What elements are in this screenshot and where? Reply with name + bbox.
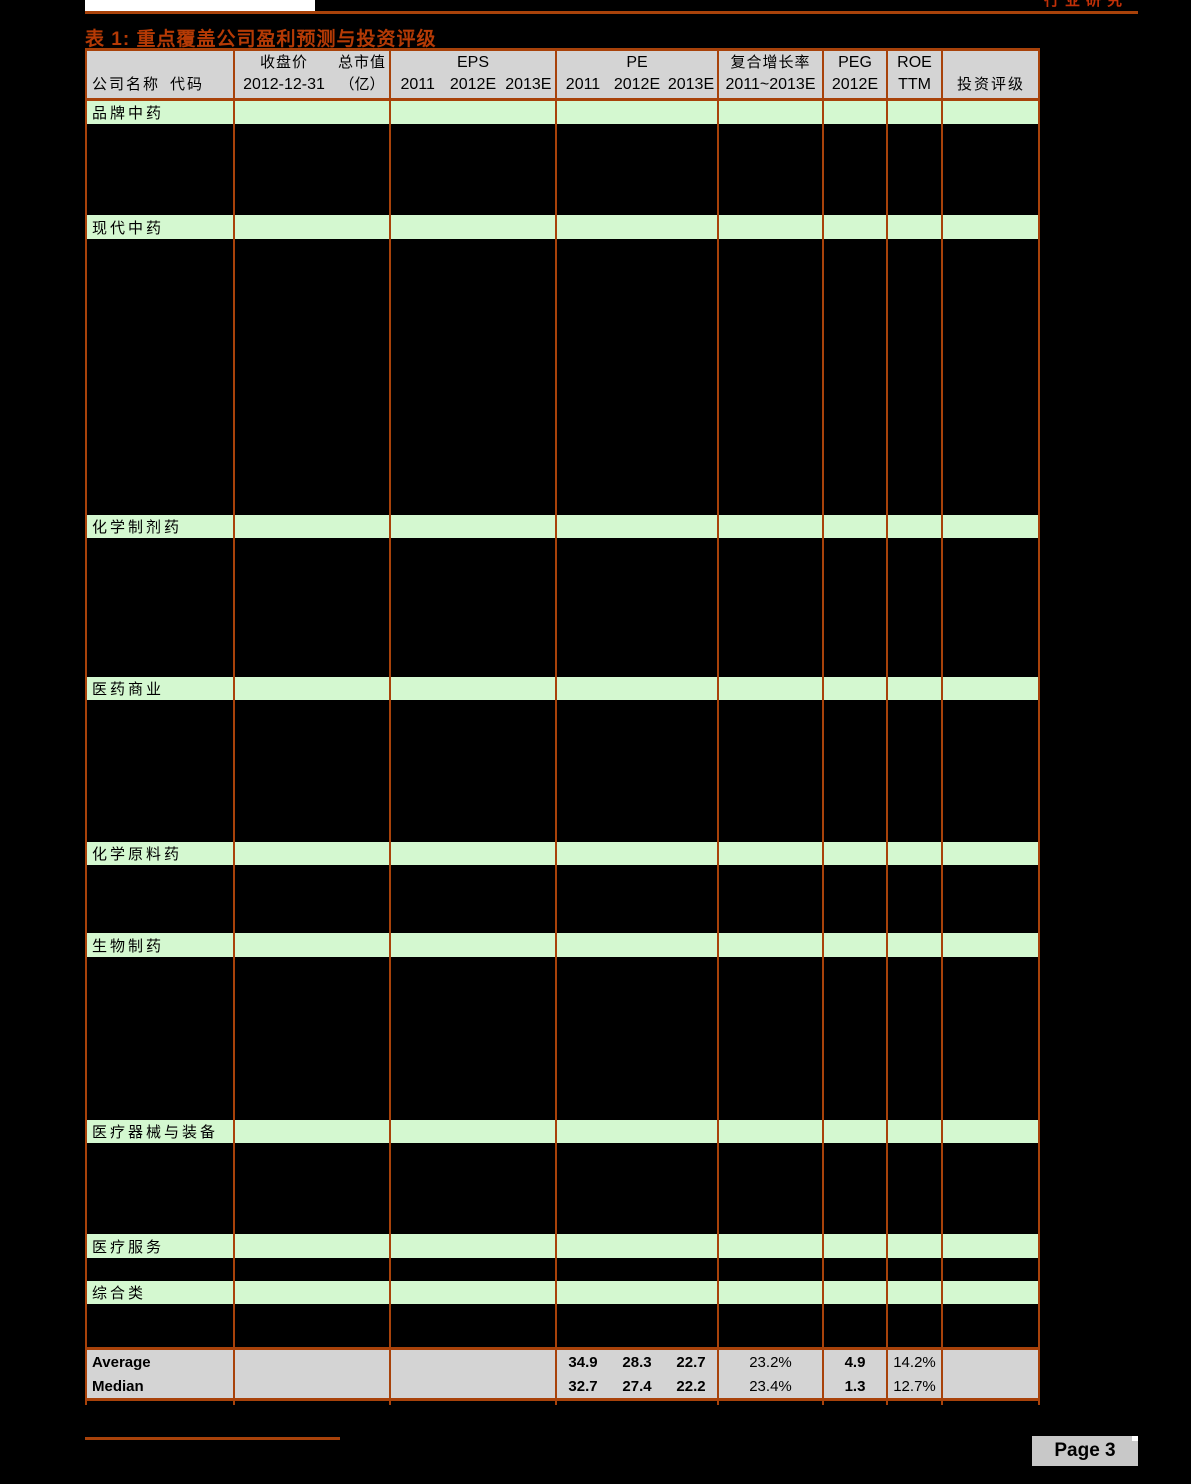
cagr-header: 复合增长率 [730, 54, 811, 71]
header-divider-rule [85, 11, 1138, 14]
section-row-medical-services: 医疗服务 [85, 1234, 1040, 1258]
column-divider [555, 51, 557, 1405]
section-row-biopharma: 生物制药 [85, 933, 1040, 957]
eps-2013e-header: 2013E [505, 76, 552, 93]
section-label: 医疗服务 [92, 1237, 165, 1256]
column-divider [717, 51, 719, 1405]
column-divider [85, 51, 87, 1405]
summary-row-median-background [85, 1374, 1040, 1398]
table-title: 表 1: 重点覆盖公司盈利预测与投资评级 [85, 29, 437, 50]
header-cell-cagr: 复合增长率 2011~2013E [718, 51, 823, 98]
header-cell-roe: ROE TTM [887, 51, 942, 98]
column-divider [233, 51, 235, 1405]
med-peg: 1.3 [844, 1377, 866, 1395]
section-row-modern-tcm: 现代中药 [85, 215, 1040, 239]
table-bottom-border [85, 1398, 1040, 1401]
header-cell-rating: 投资评级 [942, 51, 1040, 98]
page-number-box: Page 3 [1032, 1436, 1138, 1466]
header-cell-peg: PEG 2012E [823, 51, 887, 98]
rating-header: 投资评级 [956, 76, 1025, 93]
section-row-chemical-preparations: 化学制剂药 [85, 515, 1040, 538]
peg-header: PEG [838, 54, 872, 71]
avg-pe-2013e: 22.7 [676, 1353, 706, 1371]
avg-roe: 14.2% [893, 1353, 936, 1371]
summary-row-median: Median 32.7 27.4 22.2 23.4% 1.3 12.7% [85, 1374, 1040, 1398]
column-divider [886, 51, 888, 1405]
section-row-brand-tcm: 品牌中药 [85, 101, 1040, 124]
summary-top-border [85, 1347, 1040, 1350]
summary-label: Average [92, 1353, 151, 1371]
avg-pe-2011: 34.9 [568, 1353, 598, 1371]
earnings-forecast-table: 品牌中药 现代中药 化学制剂药 医药商业 化学原料药 生物制药 医疗器械与装备 … [85, 48, 1040, 1405]
close-price-header: 收盘价 [259, 54, 308, 71]
section-label: 化学原料药 [92, 845, 183, 863]
company-name-header: 公司名称 [92, 76, 161, 93]
section-label: 医疗器械与装备 [92, 1123, 219, 1141]
section-label: 生物制药 [92, 936, 165, 955]
avg-peg: 4.9 [844, 1353, 866, 1371]
table-header-border [85, 98, 1040, 101]
avg-cagr: 23.2% [749, 1353, 792, 1371]
peg-year-header: 2012E [831, 76, 879, 93]
avg-pe-2012e: 28.3 [622, 1353, 652, 1371]
ticker-header: 代码 [169, 76, 204, 93]
table-header-row: 公司名称 代码 收盘价 总市值 2012-12-31 （亿） EPS 2011 [85, 51, 1040, 98]
med-pe-2012e: 27.4 [622, 1377, 652, 1395]
logo-placeholder [85, 0, 315, 11]
roe-ttm-header: TTM [898, 76, 931, 93]
roe-header: ROE [897, 54, 932, 71]
section-label: 综合类 [92, 1284, 147, 1302]
pe-group-header: PE [626, 54, 648, 71]
market-cap-unit: （亿） [339, 76, 385, 93]
header-cell-pe: PE 2011 2012E 2013E [556, 51, 718, 98]
close-price-date: 2012-12-31 [243, 76, 325, 93]
section-row-medical-devices: 医疗器械与装备 [85, 1120, 1040, 1143]
section-label: 化学制剂药 [92, 518, 183, 536]
med-roe: 12.7% [893, 1377, 936, 1395]
section-label: 品牌中药 [92, 104, 165, 122]
section-label: 医药商业 [92, 680, 165, 698]
med-cagr: 23.4% [749, 1377, 792, 1395]
summary-row-average: Average 34.9 28.3 22.7 23.2% 4.9 14.2% [85, 1350, 1040, 1374]
column-divider [822, 51, 824, 1405]
pe-2013e-header: 2013E [667, 76, 715, 93]
eps-2011-header: 2011 [400, 76, 435, 93]
pe-2012e-header: 2012E [613, 76, 661, 93]
column-divider [389, 51, 391, 1405]
market-cap-header: 总市值 [337, 54, 386, 71]
med-pe-2013e: 22.2 [676, 1377, 706, 1395]
eps-2012e-header: 2012E [449, 76, 497, 93]
summary-label: Median [92, 1377, 144, 1395]
page-number-label: Page 3 [1054, 1440, 1116, 1461]
med-pe-2011: 32.7 [568, 1377, 598, 1395]
column-divider [941, 51, 943, 1405]
summary-row-average-background [85, 1350, 1040, 1374]
header-cell-company: 公司名称 代码 [85, 51, 234, 98]
footnote-rule [85, 1437, 340, 1440]
table-header-background [85, 51, 1040, 98]
cagr-period-header: 2011~2013E [725, 76, 816, 93]
pe-2011-header: 2011 [565, 76, 601, 93]
column-divider [1038, 51, 1040, 1405]
section-row-chemical-api: 化学原料药 [85, 842, 1040, 865]
section-row-diversified: 综合类 [85, 1281, 1040, 1304]
header-cell-eps: EPS 2011 2012E 2013E [390, 51, 556, 98]
section-label: 现代中药 [92, 218, 165, 237]
table-top-border [85, 48, 1040, 51]
clipped-header-text-fragment: 行业研究 [1044, 0, 1138, 7]
page-box-notch [1132, 1436, 1138, 1441]
header-cell-price-mktcap: 收盘价 总市值 2012-12-31 （亿） [234, 51, 390, 98]
section-row-pharma-commerce: 医药商业 [85, 677, 1040, 700]
clipped-header-text: 行业研究 [1044, 0, 1138, 7]
eps-group-header: EPS [456, 54, 489, 71]
